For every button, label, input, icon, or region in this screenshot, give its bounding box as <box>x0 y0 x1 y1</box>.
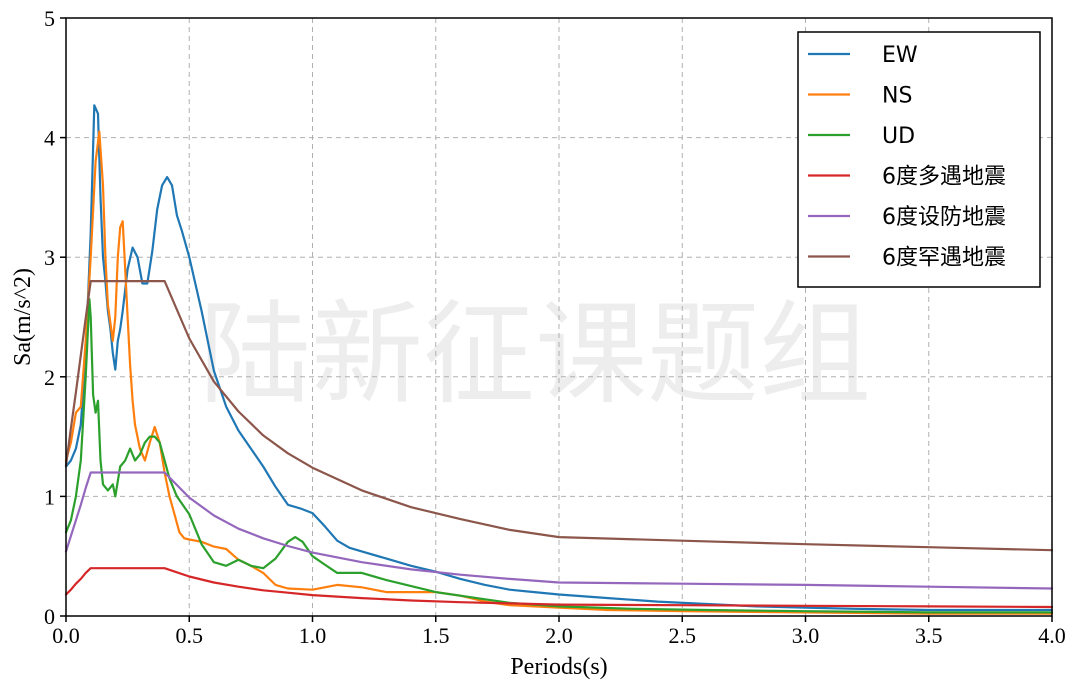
x-tick-label: 2.0 <box>545 623 573 648</box>
y-tick-label: 1 <box>44 484 55 509</box>
legend-label: UD <box>882 124 915 149</box>
x-axis-title: Periods(s) <box>510 654 607 680</box>
y-tick-label: 3 <box>44 245 55 270</box>
y-tick-label: 4 <box>44 126 55 151</box>
legend-label: EW <box>882 43 918 68</box>
series-line-4 <box>64 471 1054 590</box>
y-tick-label: 5 <box>44 6 55 31</box>
x-tick-label: 1.5 <box>422 623 450 648</box>
x-tick-label: 3.0 <box>792 623 820 648</box>
axis-ticks: 0.0 0.5 1.0 1.5 2.0 2.5 3.0 3.5 4.0 0 1 2 3 4 5 <box>44 6 1066 648</box>
legend-label: NS <box>882 84 912 109</box>
series-line-3 <box>64 567 1054 609</box>
legend-box <box>797 31 1041 288</box>
y-tick-label: 0 <box>44 604 55 629</box>
legend-label: 6度罕遇地震 <box>882 246 1006 271</box>
legend-label: 6度设防地震 <box>882 205 1006 230</box>
legend: EW NS UD 6度多遇地震 6度设防地震 6度罕遇地震 <box>797 31 1041 288</box>
x-tick-label: 3.5 <box>915 623 943 648</box>
x-tick-label: 1.0 <box>299 623 327 648</box>
x-tick-label: 4.0 <box>1038 623 1066 648</box>
legend-label: 6度多遇地震 <box>882 165 1006 190</box>
y-axis-title: Sa(m/s^2) <box>10 268 36 366</box>
x-tick-label: 0.5 <box>176 623 204 648</box>
y-tick-label: 2 <box>44 365 55 390</box>
plot-area <box>64 104 1054 615</box>
x-tick-label: 2.5 <box>669 623 697 648</box>
series-line-2 <box>64 298 1054 614</box>
x-tick-label: 0.0 <box>52 623 80 648</box>
watermark-text: 陆新征课题组 <box>199 290 871 420</box>
series-line-5 <box>64 280 1054 552</box>
